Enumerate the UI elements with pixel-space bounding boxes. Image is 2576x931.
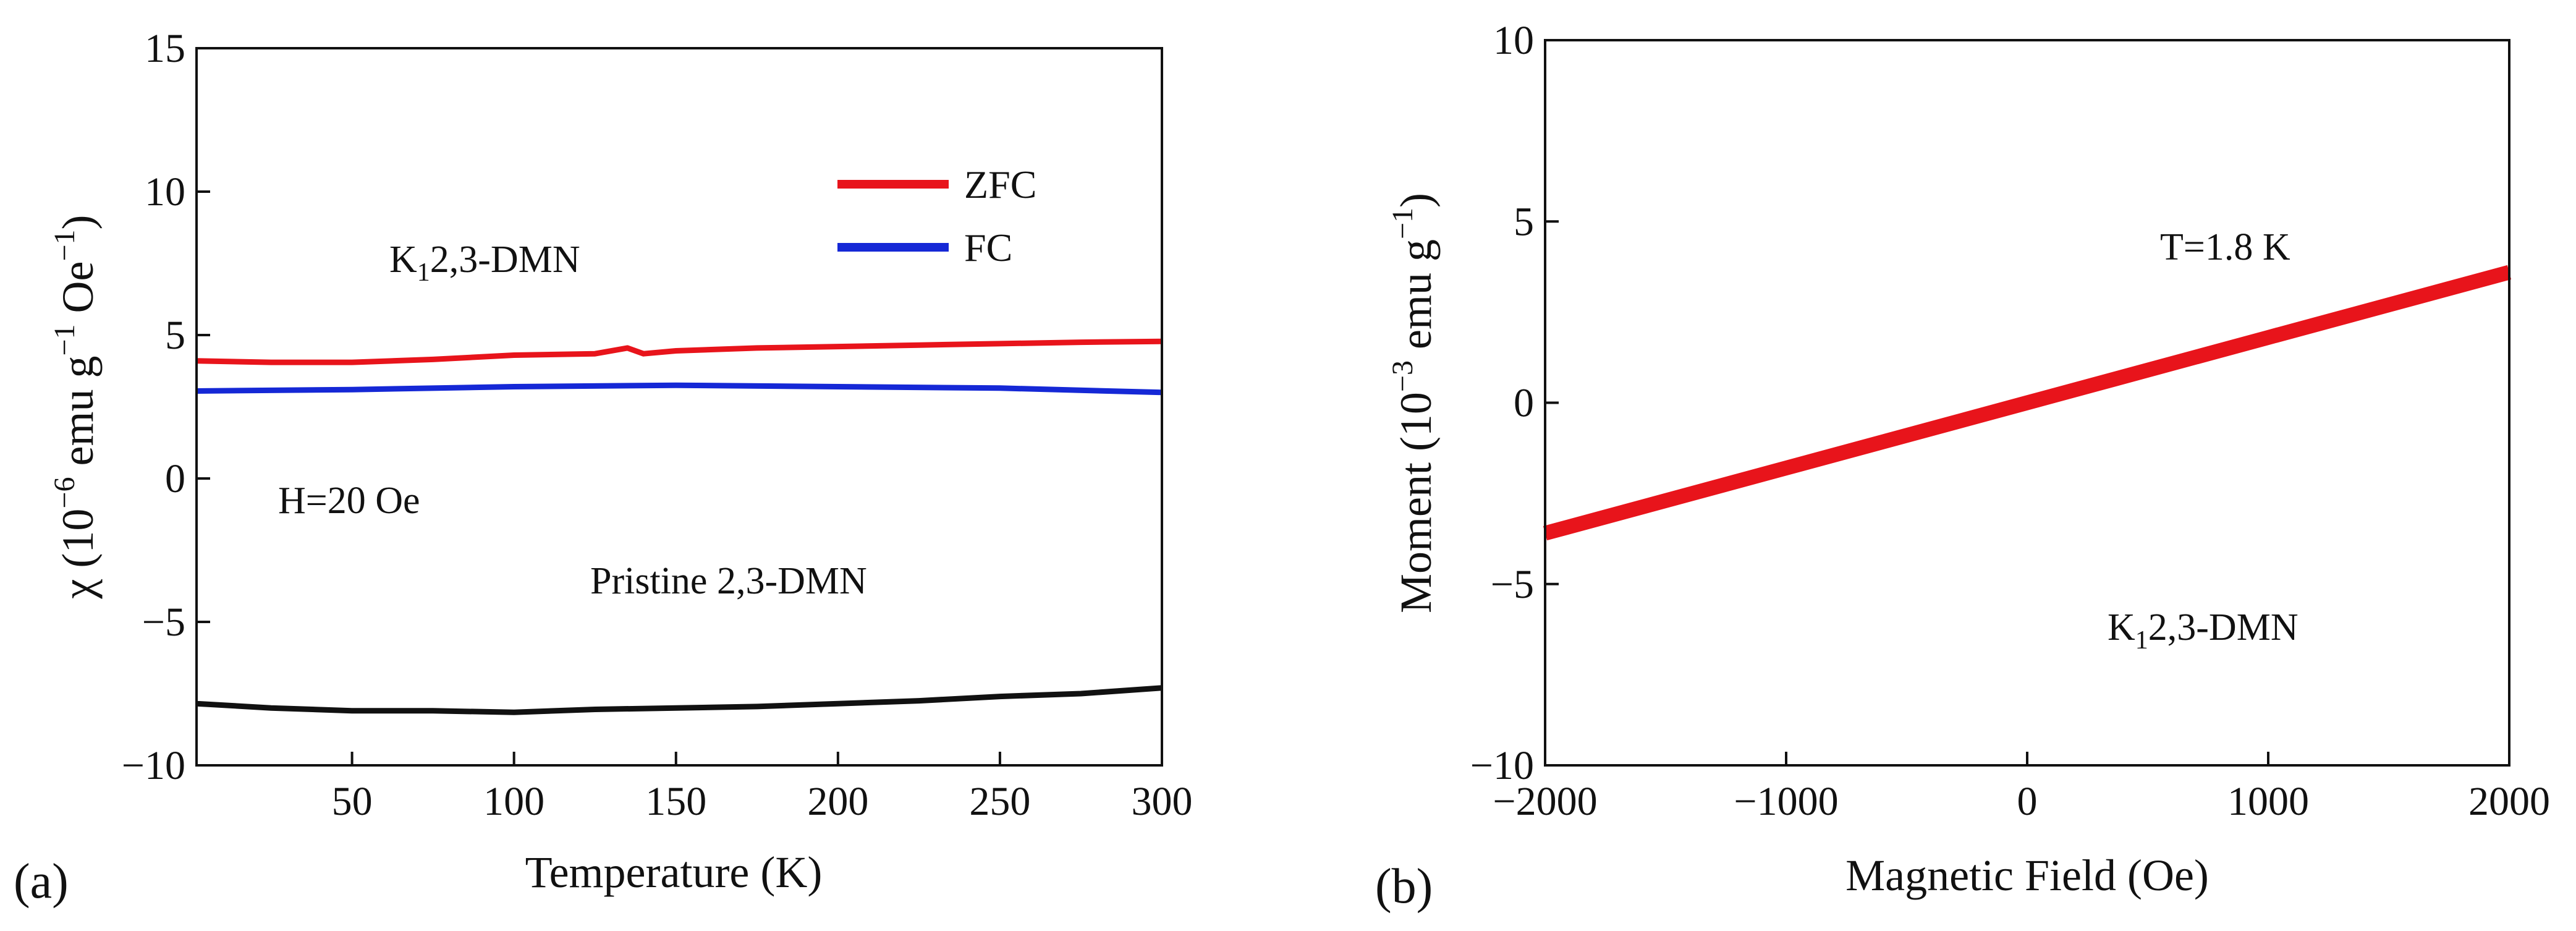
panel-a-plot-frame — [195, 47, 1163, 767]
panel-b-y-tick-label: 5 — [1514, 199, 1534, 244]
panel-a-y-tick-label: −5 — [142, 600, 185, 645]
panel-a-y-tick-label: 5 — [165, 313, 185, 358]
panel-a-k1-annotation: K12,3-DMN — [389, 239, 580, 287]
panel-a-x-axis-title: Temperature (K) — [525, 848, 823, 897]
panel-a-y-tick-label: 10 — [145, 169, 185, 215]
panel-a-x-tick-label: 50 — [332, 779, 373, 824]
panel-b-series-m-h — [1543, 265, 2512, 541]
panel-a-series-group — [196, 338, 1163, 715]
panel-a-label: (a) — [14, 854, 69, 909]
panel-a-x-tick-label: 200 — [807, 779, 868, 824]
panel-b-x-ticks: −2000 −1000 0 1000 2000 — [1493, 752, 2550, 824]
panel-a-x-tick-label: 300 — [1132, 779, 1193, 824]
panel-a-x-tick-label: 100 — [483, 779, 544, 824]
legend-zfc-label: ZFC — [964, 163, 1036, 206]
panel-b-x-tick-label: −2000 — [1493, 779, 1597, 824]
panel-b-temperature-annotation: T=1.8 K — [2160, 226, 2290, 268]
panel-a-y-tick-label: −10 — [122, 743, 185, 788]
panel-b-y-tick-label: −5 — [1491, 562, 1534, 607]
legend-fc-label: FC — [964, 226, 1012, 270]
panel-b-y-tick-label: 10 — [1493, 18, 1534, 63]
panel-b-x-tick-label: −1000 — [1734, 779, 1838, 824]
panel-b-k1-subscript: 1 — [2135, 626, 2148, 655]
panel-b-y-axis-title: Moment (10−3 emu g−1) — [1386, 193, 1441, 613]
panel-a-series-zfc — [196, 338, 1163, 365]
panel-a-pristine-annotation: Pristine 2,3-DMN — [590, 560, 867, 602]
panel-b-series-group — [1543, 265, 2512, 541]
panel-b-x-tick-label: 1000 — [2227, 779, 2309, 824]
panel-b-y-tick-label: −10 — [1470, 743, 1534, 788]
panel-a-k1-subscript: 1 — [417, 258, 430, 287]
panel-b: −2000 −1000 0 1000 2000 −10 −5 0 5 10 T=1.8 K K1… — [1375, 18, 2550, 914]
panel-a-x-ticks: 50 100 150 200 250 300 — [332, 752, 1193, 824]
panel-b-label: (b) — [1375, 859, 1433, 914]
panel-a-x-tick-label: 250 — [969, 779, 1030, 824]
panel-b-x-axis-title: Magnetic Field (Oe) — [1845, 851, 2209, 900]
panel-a-y-axis-title: χ (10−6 emu g−1 Oe−1) — [48, 215, 103, 599]
panel-b-x-tick-label: 2000 — [2468, 779, 2550, 824]
panel-a-y-ticks: −10 −5 0 5 10 15 — [122, 26, 210, 788]
panel-a-series-pristine-2-3-dmn — [196, 685, 1163, 715]
panel-b-x-tick-label: 0 — [2017, 779, 2038, 824]
panel-b-y-ticks: −10 −5 0 5 10 — [1470, 18, 1559, 788]
panel-a-series-fc — [196, 382, 1163, 396]
panel-b-k1-annotation: K12,3-DMN — [2108, 606, 2298, 655]
panel-a-field-annotation: H=20 Oe — [278, 480, 420, 522]
panel-a-x-tick-label: 150 — [645, 779, 706, 824]
panel-a-y-tick-label: 15 — [145, 26, 185, 71]
panel-a: 50 100 150 200 250 300 −10 −5 0 5 10 15 ZFC FC K12… — [14, 26, 1193, 909]
panel-a-y-tick-label: 0 — [165, 456, 185, 501]
panel-b-y-tick-label: 0 — [1514, 381, 1534, 426]
